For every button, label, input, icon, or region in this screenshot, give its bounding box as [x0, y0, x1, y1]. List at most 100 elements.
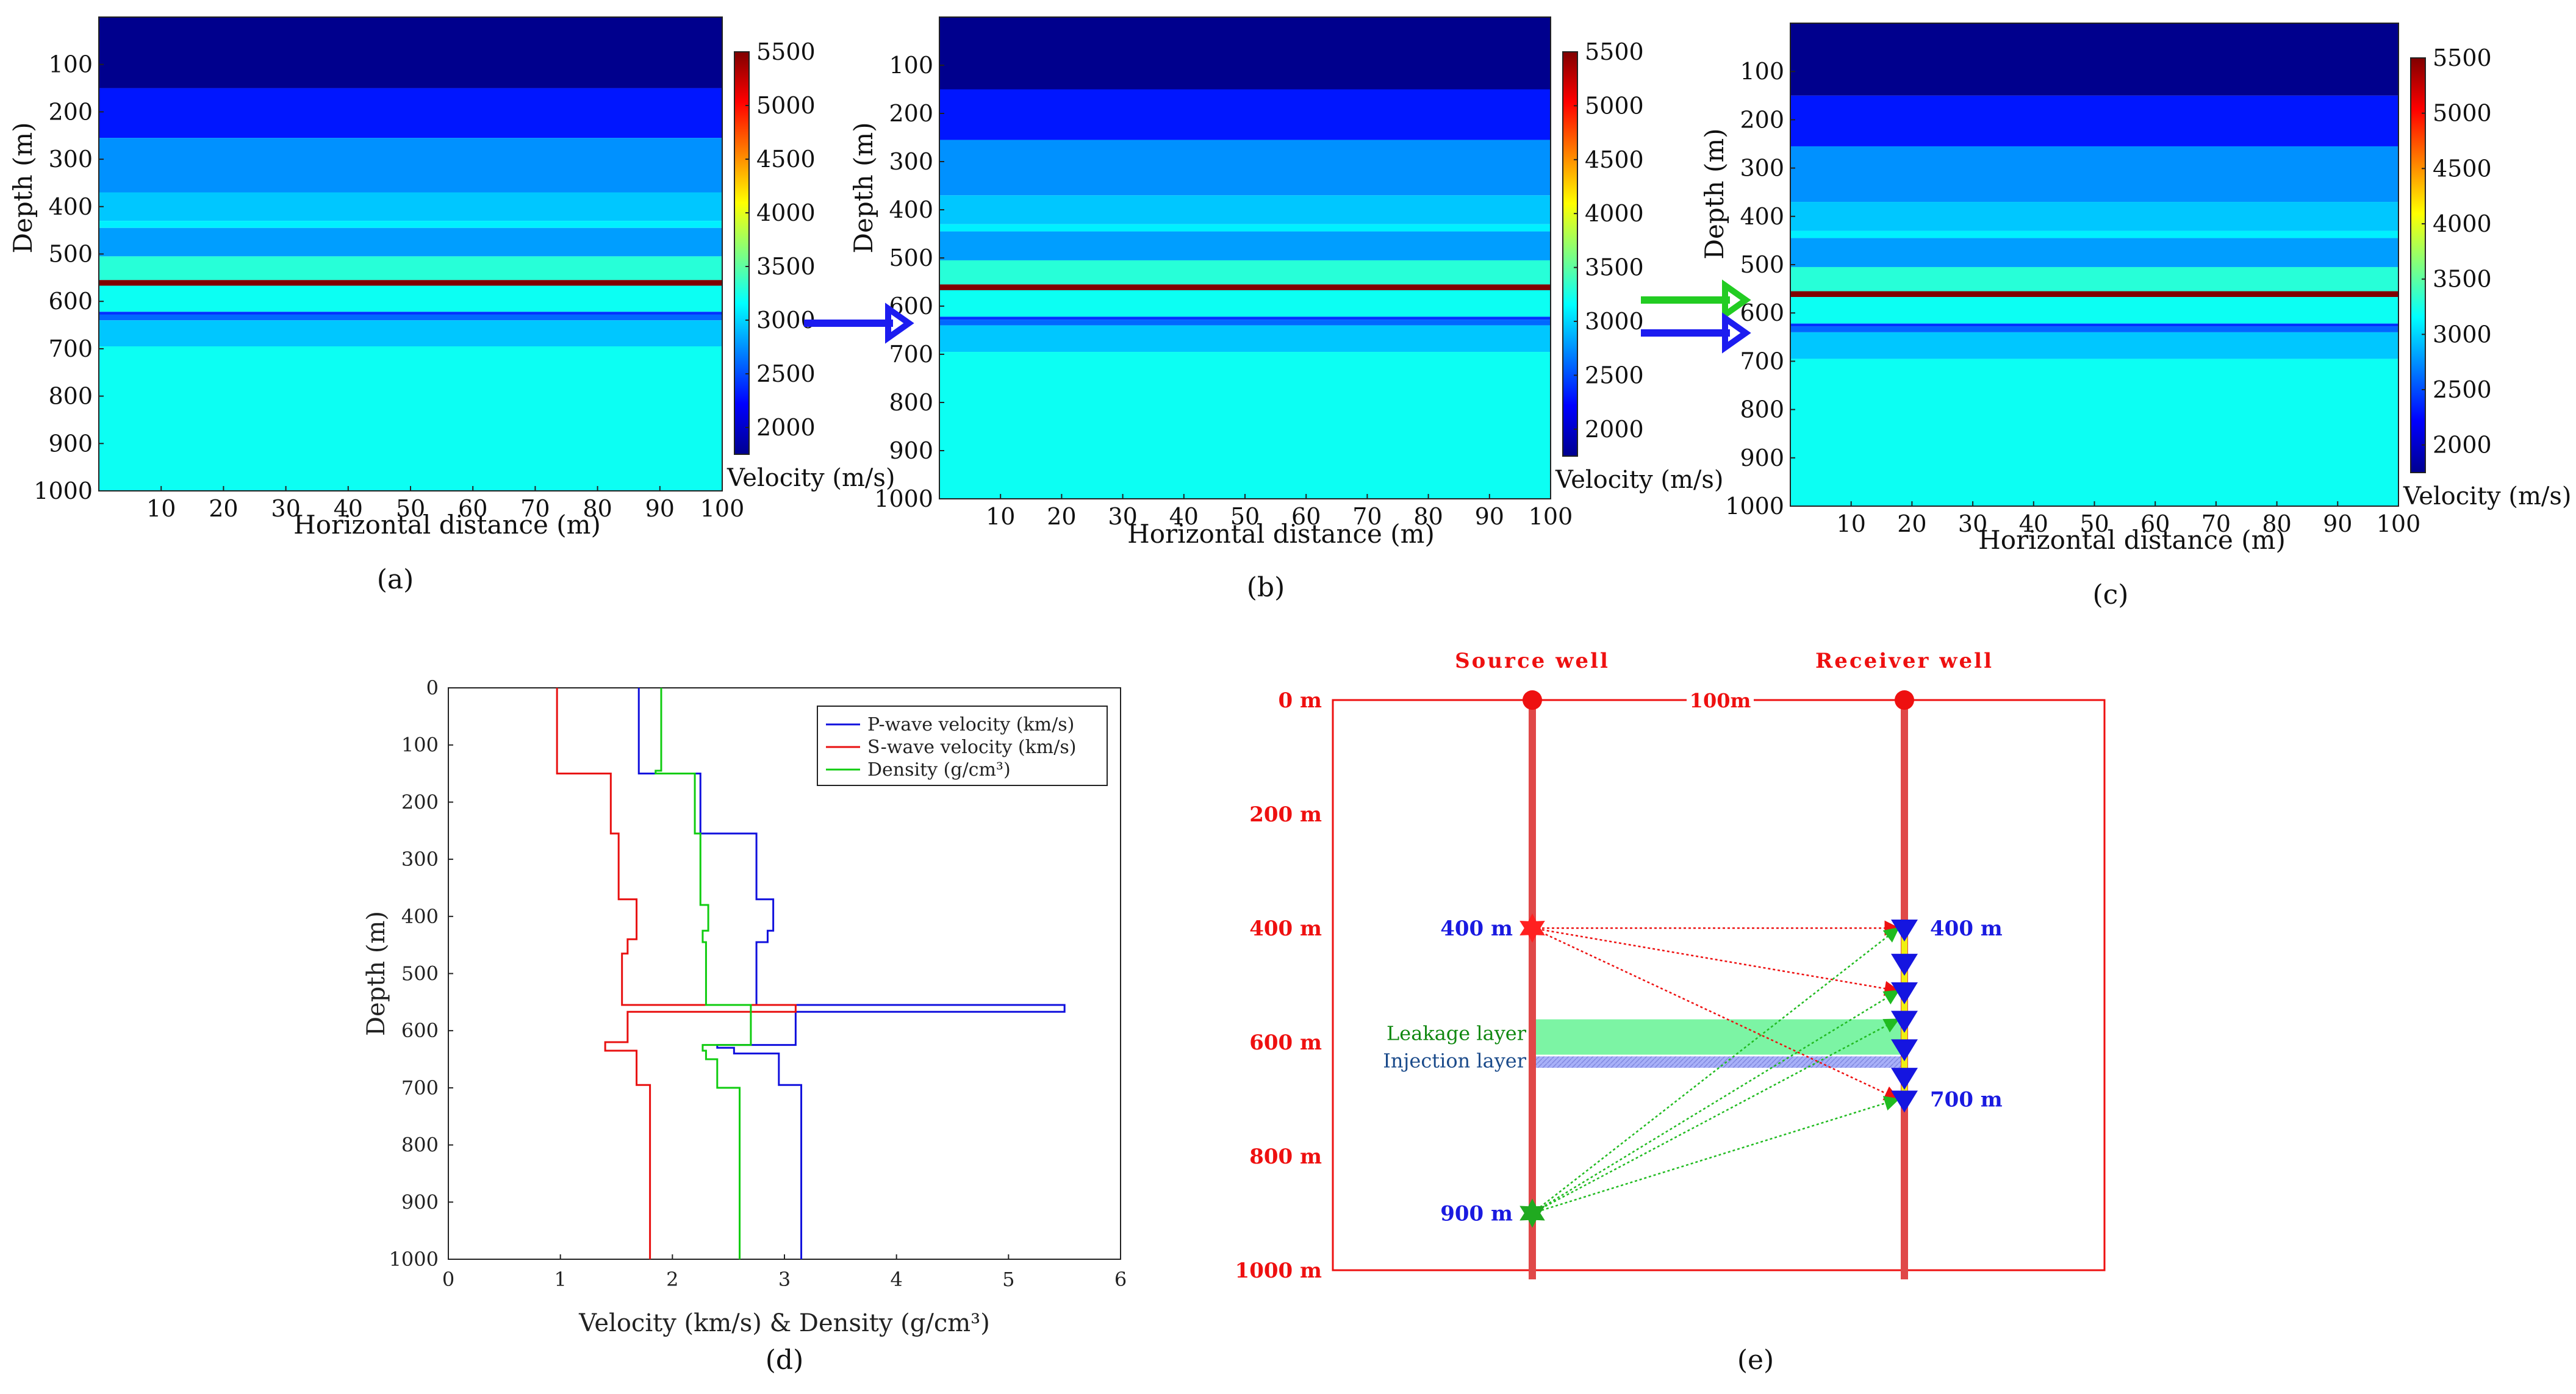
velocity-layer-7 [99, 256, 722, 281]
velocity-layer-7 [1790, 266, 2398, 291]
velocity-model-panel-a: 100 200 300 400 500 600 700 800 900 1000 10 20 30 40 5… [8, 16, 895, 595]
y-tick-label: 1000 [389, 1248, 439, 1271]
velocity-layer-5 [939, 224, 1551, 232]
series-line-2 [556, 688, 797, 1259]
y-tick-label: 500 [401, 962, 439, 985]
y-tick-label: 400 [889, 196, 933, 223]
depth-label: 200 m [1249, 802, 1322, 827]
velocity-layer-12 [1790, 332, 2398, 359]
source-well-label: Source well [1455, 649, 1610, 673]
colorbar-tick-label: 4500 [2433, 155, 2492, 182]
colorbar-tick-label: 5000 [2433, 100, 2492, 127]
x-axis-label: Horizontal distance (m) [1978, 525, 2286, 555]
leakage-layer-label: Leakage layer [1387, 1022, 1527, 1045]
x-tick-label: 50 [1230, 503, 1260, 530]
arrow-a-to-b-head [885, 302, 914, 344]
x-tick-label: 30 [271, 495, 300, 522]
receiver-well-head [1895, 690, 1914, 710]
velocity-model-panel-c: 100 200 300 400 500 600 700 800 900 1000 10 20 30 40 5… [1699, 23, 2572, 610]
velocity-layer-10 [1790, 323, 2398, 327]
receiver-marker [1891, 1010, 1918, 1033]
y-tick-label: 500 [889, 245, 933, 271]
colorbar-tick-label: 5000 [1585, 92, 1644, 119]
colorbar-tick-label: 2500 [2433, 376, 2492, 403]
velocity-layer-4 [939, 195, 1551, 224]
x-tick-label: 60 [2140, 510, 2170, 537]
receiver-marker [1891, 920, 1918, 942]
x-tick-label: 20 [1897, 510, 1926, 537]
transition-arrows [804, 279, 1751, 354]
x-tick-label: 70 [2201, 510, 2231, 537]
y-tick-label: 600 [1740, 299, 1784, 326]
colorbar [1562, 51, 1578, 457]
velocity-layer-10 [99, 312, 722, 315]
source-star-shallow [1519, 913, 1545, 943]
x-tick-label: 6 [1114, 1268, 1127, 1291]
source-well-head [1523, 690, 1542, 710]
colorbar-tick-label: 3500 [1585, 254, 1644, 281]
arrow-b-to-c-blue-head [1722, 312, 1751, 354]
x-tick-label: 40 [1169, 503, 1199, 530]
model-frame [1332, 699, 2106, 1271]
panel-label: (a) [377, 564, 414, 595]
velocity-layer-1 [1790, 23, 2398, 96]
series-line-3 [655, 688, 752, 1259]
crosswell-schematic: Leakage layer Injection layer 100m Source w… [1235, 649, 2106, 1376]
source-depth-label: 400 m [1440, 917, 1513, 941]
velocity-layer-9 [939, 290, 1551, 317]
legend-entry: S-wave velocity (km/s) [867, 737, 1076, 758]
colorbar-label: Velocity (m/s) [2403, 482, 2572, 510]
y-tick-label: 800 [48, 383, 93, 410]
well-spacing-label: 100m [1690, 689, 1751, 712]
y-tick-label: 300 [48, 146, 93, 173]
injection-layer-label: Injection layer [1383, 1049, 1527, 1072]
x-tick-label: 30 [1108, 503, 1137, 530]
y-tick-label: 800 [889, 389, 933, 416]
x-tick-label: 100 [2377, 510, 2421, 537]
velocity-layer-1 [939, 17, 1551, 90]
velocity-layer-1 [99, 17, 722, 88]
x-tick-label: 50 [396, 495, 425, 522]
x-tick-label: 4 [890, 1268, 902, 1291]
colorbar-tick-label: 2000 [2433, 432, 2492, 459]
x-tick-label: 40 [334, 495, 363, 522]
velocity-layer-13 [99, 346, 722, 491]
x-tick-label: 100 [700, 495, 745, 522]
x-axis-label: Velocity (km/s) & Density (g/cm³) [578, 1309, 990, 1337]
y-tick-label: 300 [889, 148, 933, 175]
y-tick-label: 600 [48, 288, 93, 315]
velocity-layer-2 [99, 88, 722, 138]
receiver-marker [1891, 1068, 1918, 1090]
y-tick-label: 300 [1740, 155, 1784, 182]
y-tick-label: 1000 [874, 485, 933, 512]
colorbar-tick-label: 2000 [756, 414, 816, 441]
x-tick-label: 0 [442, 1268, 454, 1291]
y-tick-label: 200 [48, 98, 93, 125]
x-tick-label: 20 [1047, 503, 1076, 530]
receiver-well-label: Receiver well [1815, 649, 1993, 673]
x-tick-label: 5 [1002, 1268, 1014, 1291]
colorbar-tick-label: 4000 [2433, 210, 2492, 237]
velocity-layer-8 [99, 280, 722, 286]
velocity-layer-9 [1790, 297, 2398, 324]
x-tick-label: 90 [1475, 503, 1504, 530]
colorbar-tick-label: 3000 [2433, 321, 2492, 348]
x-axis-label: Horizontal distance (m) [293, 510, 601, 540]
depth-label: 400 m [1249, 917, 1322, 941]
y-tick-label: 200 [1740, 106, 1784, 133]
x-axis-label: Horizontal distance (m) [1127, 519, 1435, 549]
velocity-layer-4 [99, 192, 722, 221]
y-tick-label: 500 [48, 241, 93, 268]
x-tick-label: 90 [645, 495, 675, 522]
x-tick-label: 70 [520, 495, 550, 522]
colorbar [734, 51, 750, 455]
x-tick-label: 20 [209, 495, 238, 522]
x-tick-label: 80 [583, 495, 612, 522]
y-tick-label: 400 [401, 905, 439, 928]
y-tick-label: 100 [889, 52, 933, 79]
y-tick-label: 100 [401, 734, 439, 757]
legend-entry: Density (g/cm³) [867, 759, 1011, 781]
colorbar-tick-label: 2000 [1585, 416, 1644, 443]
y-tick-label: 800 [1740, 396, 1784, 423]
x-tick-label: 3 [778, 1268, 791, 1291]
